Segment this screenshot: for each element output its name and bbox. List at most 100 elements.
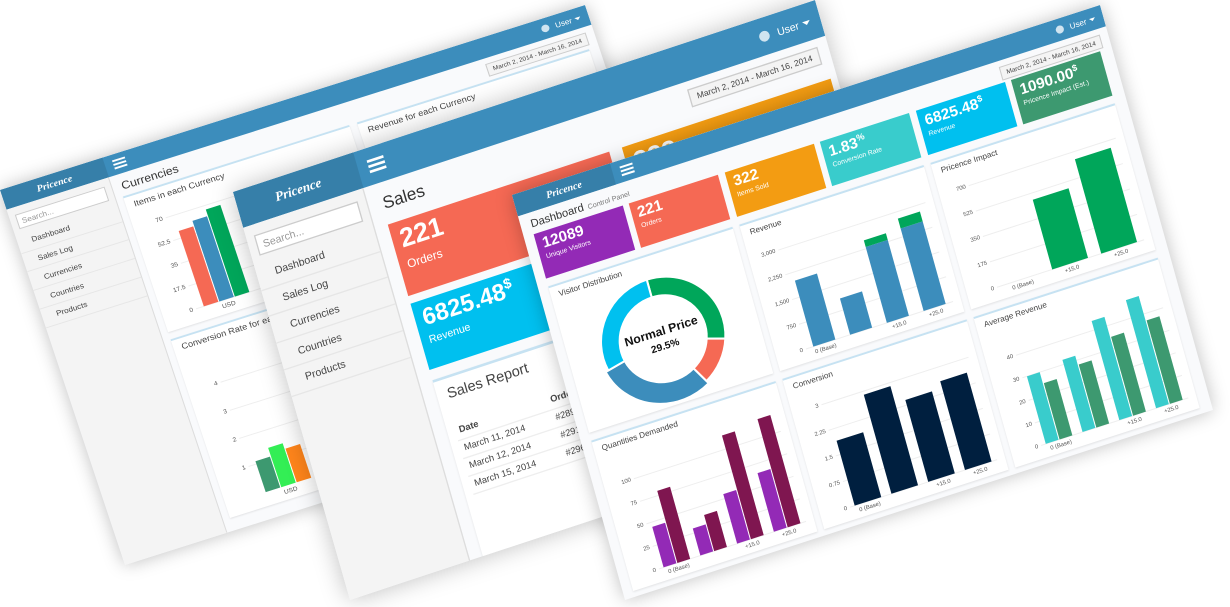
panel: Pricence Impact 0 175 350 525 700 0 (Base) +15.… — [930, 103, 1156, 310]
y-tick-label: 0 — [189, 306, 195, 314]
y-tick-label: 52.5 — [157, 238, 172, 248]
y-tick-label: 3 — [222, 408, 228, 416]
bar — [1074, 147, 1137, 254]
donut-segment — [604, 359, 710, 405]
x-tick-label: +15.0 — [1127, 416, 1144, 427]
bar — [723, 489, 750, 544]
chart-area: 0 25 50 75 100 0 (Base) +15.0 +25.0 — [600, 401, 813, 588]
panel: Quantities Demanded 0 25 50 75 100 0 (Base) +15… — [591, 381, 818, 592]
y-tick-label: 175 — [977, 260, 988, 269]
donut-segment — [599, 278, 653, 372]
bar — [692, 523, 714, 556]
y-tick-label: 4 — [213, 380, 219, 388]
bar — [897, 211, 923, 229]
chart-area: Normal Price 29.5% — [557, 247, 768, 430]
x-tick-label: USD — [283, 485, 299, 496]
bar — [652, 522, 677, 568]
bar — [1062, 355, 1096, 432]
x-tick-label: +25.0 — [781, 528, 798, 539]
panel: Conversion 0 0.75 1.5 2.25 3 0 (Base) +15.0 +25.… — [782, 319, 1009, 530]
stat-unit: $ — [1070, 62, 1079, 74]
bar — [205, 204, 250, 297]
y-tick-label: 3 — [815, 403, 820, 410]
panel-title: Sales Report — [445, 360, 531, 403]
chart-area: 0 175 350 525 700 0 (Base) +15.0 +25.0 — [940, 123, 1151, 306]
panel: Visitor Distribution Normal Price 29.5% — [548, 226, 774, 433]
user-menu: User — [1067, 8, 1098, 37]
y-tick-label: 25 — [643, 545, 651, 553]
user-icon — [1054, 24, 1065, 35]
bar — [285, 443, 312, 483]
y-tick-label: 100 — [621, 477, 633, 486]
y-tick-label: 2.25 — [814, 429, 827, 438]
y-tick-label: 0 — [1034, 443, 1039, 450]
grid-line — [778, 201, 926, 251]
menu-toggle-bar — [368, 160, 386, 169]
y-tick-label: 525 — [963, 209, 974, 218]
bar — [863, 385, 918, 494]
chart-area: 0 0.75 1.5 2.25 3 0 (Base) +15.0 +25.0 — [792, 339, 1005, 526]
chart-area: 0 750 1,500 2,250 3,000 0 (Base) +15.0 +25.0 — [748, 185, 959, 368]
y-tick-label: 0 — [990, 285, 995, 292]
y-tick-label: 750 — [786, 322, 798, 331]
bar — [794, 273, 836, 347]
bar — [178, 226, 219, 307]
bar — [657, 486, 691, 563]
y-tick-label: 0 — [799, 347, 804, 354]
y-tick-label: 35 — [170, 261, 180, 270]
bar — [900, 221, 946, 311]
y-tick-label: 2 — [232, 436, 238, 444]
y-tick-label: 70 — [155, 215, 165, 224]
bar — [757, 414, 801, 527]
bar — [757, 468, 787, 532]
y-tick-label: 40 — [1006, 353, 1015, 361]
x-tick-label: +15.0 — [745, 540, 762, 551]
y-tick-label: 0.75 — [828, 480, 841, 489]
user-menu: User — [772, 3, 815, 50]
grid-line — [633, 430, 781, 479]
y-tick-label: 1,500 — [774, 298, 790, 308]
y-tick-label: 17.5 — [172, 284, 187, 294]
menu-toggle-bar — [620, 166, 634, 173]
bar — [1146, 315, 1183, 404]
y-tick-label: 20 — [1019, 398, 1028, 406]
bar — [1032, 187, 1088, 270]
stat-unit: % — [855, 131, 866, 144]
bar — [255, 456, 281, 492]
grid-line — [968, 137, 1116, 186]
bar — [1078, 359, 1110, 428]
y-tick-label: 3,000 — [761, 248, 777, 258]
bar — [940, 372, 992, 470]
grid-line — [996, 238, 1145, 288]
user-menu: User — [552, 7, 584, 35]
panel: Average Revenue 0 10 20 30 40 0 (Base) +15.0 +25… — [973, 257, 1200, 468]
x-tick-label: +25.0 — [972, 466, 989, 477]
y-tick-label: 0 — [652, 567, 657, 574]
bar — [1043, 378, 1073, 440]
bar — [836, 431, 882, 506]
bar — [192, 216, 234, 302]
y-tick-label: 30 — [1012, 376, 1021, 384]
panel: Revenue 0 750 1,500 2,250 3,000 0 (Base) +15.0 +… — [739, 165, 965, 372]
bar — [865, 239, 909, 323]
y-tick-label: 1.5 — [824, 454, 833, 462]
menu-toggle-bar — [113, 160, 127, 166]
y-tick-label: 700 — [956, 184, 968, 193]
y-tick-label: 1 — [241, 464, 247, 472]
bar — [703, 510, 727, 551]
bar — [1026, 371, 1059, 444]
y-tick-label: 75 — [630, 500, 638, 508]
stat-unit: $ — [975, 92, 984, 105]
menu-toggle — [111, 156, 128, 170]
bar — [1125, 295, 1169, 408]
bar — [268, 443, 296, 488]
y-tick-label: 2,250 — [767, 273, 783, 283]
y-tick-label: 350 — [970, 234, 982, 243]
bar — [863, 232, 888, 247]
